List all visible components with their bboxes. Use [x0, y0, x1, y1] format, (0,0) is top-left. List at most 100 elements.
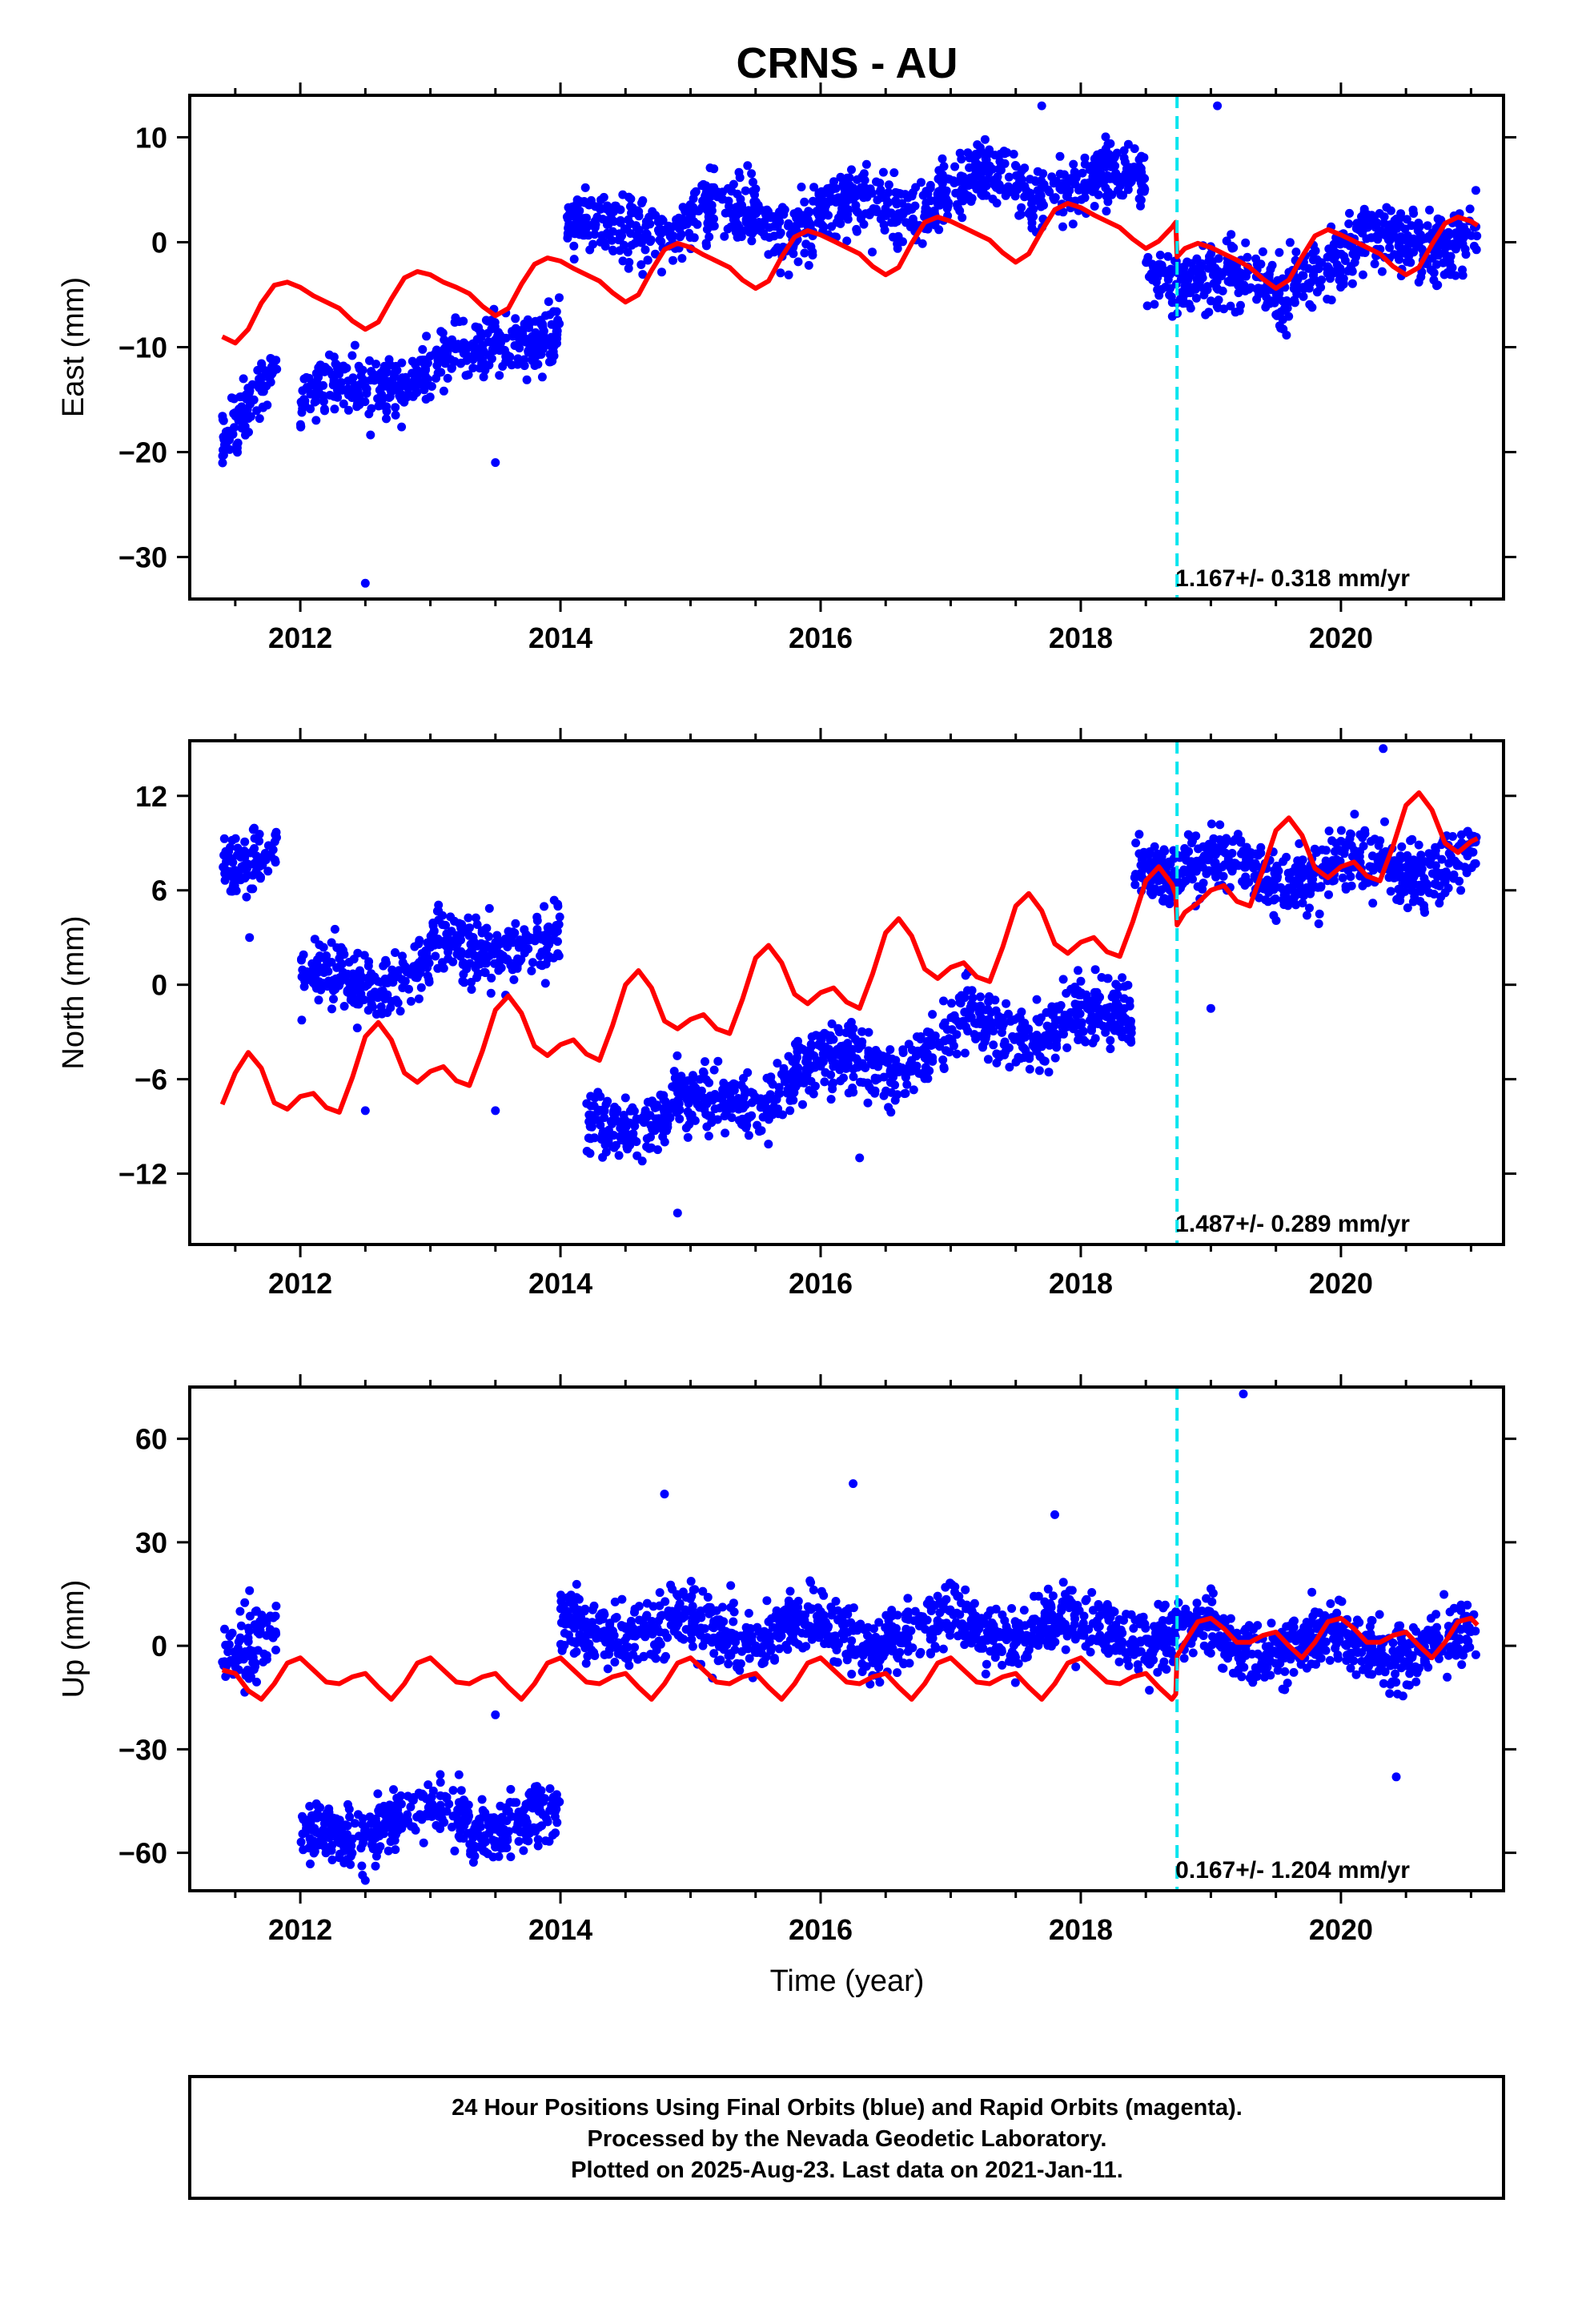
data-point: [1034, 1066, 1044, 1076]
data-point: [1391, 233, 1401, 243]
data-point: [1025, 1051, 1034, 1060]
data-point: [1343, 866, 1353, 875]
data-point: [1002, 1042, 1011, 1051]
data-point: [477, 1795, 487, 1804]
data-point: [1017, 203, 1026, 212]
data-point: [616, 215, 625, 225]
data-point: [354, 1831, 363, 1841]
data-point: [1154, 291, 1164, 300]
data-point: [1262, 292, 1271, 302]
data-point: [747, 169, 757, 179]
data-point: [1298, 855, 1307, 865]
data-point: [219, 432, 228, 442]
data-point: [1443, 268, 1452, 277]
data-point: [1082, 1003, 1092, 1013]
data-point: [764, 1140, 773, 1149]
data-point: [823, 1049, 833, 1059]
data-point: [1166, 264, 1175, 274]
data-point: [905, 1067, 914, 1076]
data-point: [851, 200, 861, 210]
data-point: [509, 1798, 519, 1807]
data-point: [1358, 270, 1367, 279]
data-point: [371, 1861, 380, 1871]
data-point: [779, 1063, 789, 1073]
data-point: [1183, 275, 1193, 285]
data-point: [748, 187, 757, 196]
data-point: [305, 1802, 315, 1811]
outlier-point: [491, 1106, 500, 1116]
data-point: [416, 983, 426, 992]
data-point: [394, 382, 403, 392]
data-point: [300, 976, 310, 986]
data-point: [235, 1606, 245, 1616]
data-point: [1032, 1031, 1042, 1039]
data-point: [878, 167, 888, 177]
data-point: [1032, 1047, 1042, 1056]
data-point: [393, 1826, 403, 1835]
data-point: [797, 183, 806, 191]
data-point: [634, 237, 644, 247]
data-point: [729, 179, 738, 189]
data-point: [856, 1077, 865, 1087]
data-point: [642, 1134, 652, 1144]
data-point: [246, 412, 255, 421]
y-axis-label: East (mm): [57, 277, 90, 417]
data-point: [406, 996, 416, 1006]
data-point: [600, 1113, 609, 1123]
data-point: [718, 1602, 727, 1612]
data-point: [462, 1816, 472, 1826]
data-point: [608, 1116, 618, 1126]
data-point: [713, 1093, 723, 1103]
data-point: [507, 360, 516, 370]
data-point: [843, 1047, 853, 1057]
data-point: [945, 1047, 954, 1057]
outlier-point: [360, 1876, 370, 1885]
data-point: [681, 1092, 690, 1102]
data-point: [231, 834, 240, 843]
data-point: [307, 1825, 317, 1835]
data-point: [835, 1027, 844, 1037]
data-point: [1409, 879, 1419, 889]
data-point: [1072, 1011, 1081, 1020]
data-point: [1118, 1032, 1127, 1042]
data-point: [751, 224, 761, 234]
data-point: [1058, 222, 1067, 231]
data-point: [982, 191, 991, 200]
data-point: [1323, 295, 1332, 304]
outlier-point: [673, 1208, 682, 1218]
data-point: [923, 189, 933, 199]
data-point: [1311, 246, 1320, 255]
data-point: [1455, 861, 1464, 870]
data-point: [1078, 168, 1087, 178]
data-point: [549, 307, 558, 316]
data-point: [772, 247, 781, 255]
data-point: [1403, 903, 1412, 913]
data-point: [922, 1027, 932, 1036]
data-point: [385, 1800, 395, 1810]
data-point: [749, 177, 757, 187]
data-point: [917, 178, 926, 187]
data-point: [480, 967, 489, 977]
data-point: [1058, 1016, 1067, 1026]
data-point: [702, 241, 711, 251]
data-point: [619, 1123, 628, 1132]
data-point: [480, 1808, 490, 1818]
data-point: [901, 1088, 910, 1098]
data-point: [266, 850, 275, 859]
data-point: [810, 1081, 820, 1091]
data-point: [635, 1615, 644, 1625]
data-point: [1420, 907, 1429, 917]
data-point: [629, 1106, 639, 1116]
data-point: [432, 345, 441, 355]
data-point: [609, 1131, 619, 1140]
data-point: [506, 1852, 516, 1862]
data-point: [436, 1770, 445, 1779]
data-point: [236, 1621, 246, 1630]
data-point: [1114, 1025, 1123, 1035]
data-point: [945, 175, 954, 184]
data-point: [1025, 1064, 1034, 1074]
data-point: [554, 951, 564, 961]
data-point: [343, 405, 353, 415]
data-point: [581, 1659, 591, 1668]
data-point: [271, 858, 280, 867]
